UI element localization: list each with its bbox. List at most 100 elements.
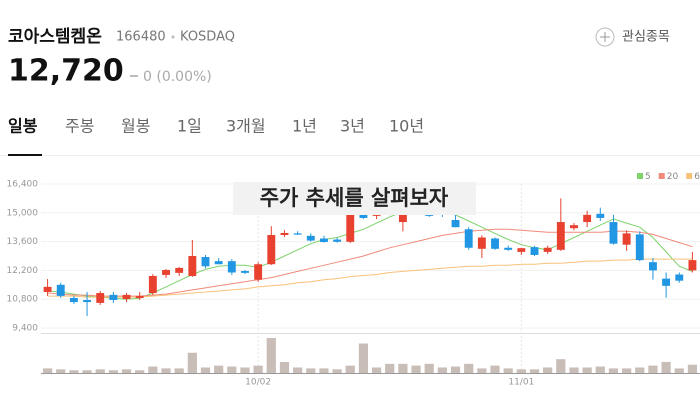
overlay-box	[233, 182, 476, 215]
volume-bar	[135, 370, 145, 373]
legend-swatch	[658, 173, 665, 179]
candle-body	[675, 274, 684, 281]
candle-body	[491, 238, 499, 249]
tab[interactable]: 3년	[340, 117, 365, 136]
legend-label: 5	[645, 172, 651, 182]
candle-body	[319, 238, 328, 243]
volume-bar	[608, 368, 619, 373]
volume-bar	[148, 366, 158, 373]
candle-body	[43, 286, 52, 292]
volume-bar	[56, 369, 66, 373]
y-tick-label: 12,200	[7, 266, 39, 276]
legend-swatch	[686, 173, 693, 179]
candle-body	[148, 275, 157, 294]
market: KOSDAQ	[180, 30, 235, 45]
candle-body	[622, 233, 631, 245]
volume-bar	[411, 365, 421, 373]
plus	[600, 32, 610, 42]
volume-bar	[279, 361, 290, 373]
candle-body	[477, 237, 486, 249]
volume-bar	[227, 366, 237, 373]
volume-bar	[174, 368, 184, 373]
moving-average	[47, 228, 693, 297]
volume-bar	[398, 363, 408, 373]
candle-body	[69, 297, 78, 303]
volume-bar	[69, 370, 79, 373]
volume-bar	[358, 343, 369, 373]
volume-bar	[161, 368, 171, 373]
candle-body	[530, 247, 539, 255]
tab[interactable]: 월봉	[121, 117, 150, 136]
watch-button[interactable]: 관심종목	[622, 30, 670, 45]
candle-body	[609, 222, 618, 244]
candle-body	[56, 284, 65, 296]
candle-body	[188, 256, 197, 276]
tab[interactable]: 주봉	[65, 117, 94, 136]
candle-body	[227, 261, 236, 273]
y-tick-label: 15,000	[7, 208, 39, 218]
separator	[171, 35, 175, 39]
candle-body	[583, 214, 592, 223]
legend-label: 60	[694, 172, 700, 182]
candle-body	[96, 293, 105, 303]
candle-body	[688, 260, 697, 271]
volume-bar	[648, 365, 658, 373]
price: 12,720	[8, 54, 124, 89]
candle-body	[254, 264, 263, 280]
moving-average	[47, 258, 693, 298]
volume-bar	[424, 363, 434, 373]
volume-bar	[529, 369, 540, 373]
volume-bar	[200, 367, 211, 373]
candle-body	[241, 271, 249, 273]
candle-body	[570, 225, 578, 229]
candle-body	[596, 213, 605, 218]
candle-body	[464, 229, 473, 248]
candle-body	[293, 233, 302, 235]
candle-body	[135, 295, 144, 298]
volume-bar	[42, 368, 53, 373]
legend-label: 20	[667, 172, 679, 182]
volume-bar	[95, 369, 105, 373]
candle-body	[359, 212, 368, 218]
volume-bar	[371, 367, 382, 373]
tab[interactable]: 1일	[177, 117, 202, 136]
volume-bar	[437, 367, 447, 373]
candle-body	[214, 261, 223, 265]
volume-bar	[582, 367, 592, 373]
stock-code: 166480	[116, 30, 166, 45]
candle-body	[556, 222, 565, 250]
x-tick-label: 10/02	[245, 378, 271, 388]
tab[interactable]: 일봉	[8, 117, 38, 136]
candle-body	[635, 234, 644, 261]
candle-body	[333, 239, 342, 242]
y-tick-label: 13,600	[7, 237, 39, 247]
candle-body	[162, 269, 170, 275]
volume-bar	[490, 365, 500, 373]
volume-bar	[121, 369, 132, 373]
overlay-text: 주가 추세를 살펴보자	[260, 186, 449, 210]
volume-bar	[635, 367, 645, 373]
volume-bar	[240, 367, 250, 373]
volume-bar	[569, 367, 579, 373]
volume-bar	[661, 361, 671, 373]
volume-bar	[464, 363, 474, 373]
candle-body	[306, 235, 315, 241]
tab[interactable]: 1년	[292, 117, 317, 136]
volume-bar	[293, 367, 303, 373]
tab[interactable]: 3개월	[226, 117, 266, 136]
candle-body	[175, 267, 184, 273]
watch-icon[interactable]	[595, 27, 615, 47]
tab[interactable]: 10년	[389, 117, 424, 136]
volume-bar	[622, 368, 632, 373]
candle-body	[517, 248, 526, 252]
candle-body	[543, 247, 552, 252]
stock-name: 코아스템켐온	[8, 27, 102, 47]
candle-body	[451, 220, 460, 228]
candle-body	[346, 213, 355, 242]
candle-body	[504, 247, 513, 250]
volume-bar	[503, 368, 513, 373]
volume-bar	[477, 368, 487, 373]
volume-bar	[345, 365, 355, 373]
volume-bar	[214, 365, 224, 373]
